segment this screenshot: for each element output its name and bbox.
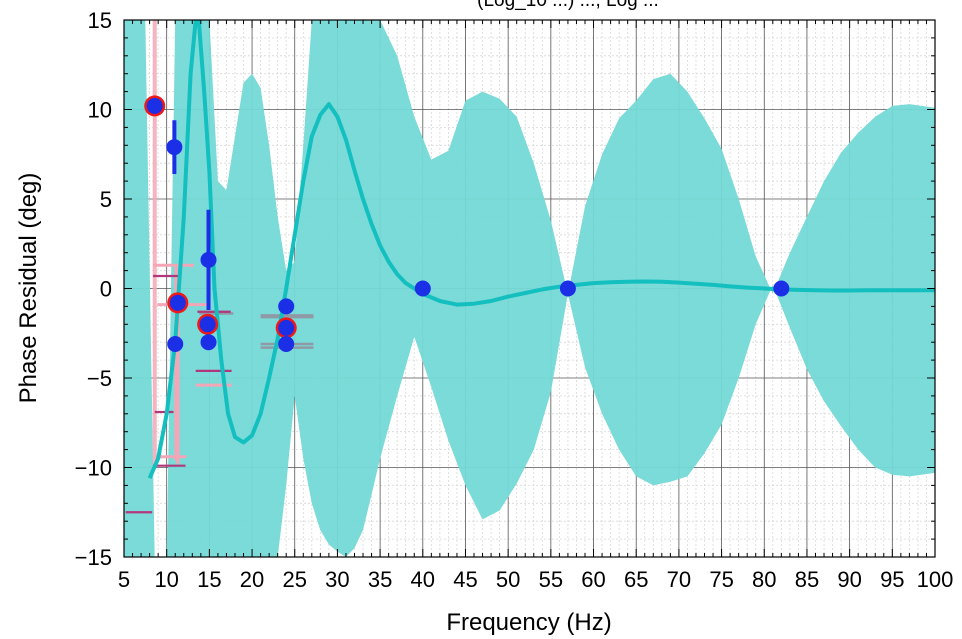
x-tick-label: 90 (837, 567, 861, 592)
x-tick-label: 85 (795, 567, 819, 592)
data-point (559, 280, 576, 297)
x-tick-label: 50 (496, 567, 520, 592)
y-tick-label: −15 (75, 545, 112, 570)
data-point (278, 319, 295, 336)
x-tick-label: 80 (752, 567, 776, 592)
x-tick-label: 25 (282, 567, 306, 592)
x-tick-label: 35 (368, 567, 392, 592)
x-tick-labels: 5 10 15 20 25 30 35 40 45 50 55 60 65 70 75 80 85 90 95 100 (118, 567, 953, 592)
y-tick-label: −10 (75, 456, 112, 481)
x-axis-title: Frequency (Hz) (446, 609, 611, 636)
x-tick-label: 20 (240, 567, 264, 592)
x-tick-label: 70 (667, 567, 691, 592)
data-point (278, 298, 295, 315)
x-tick-label: 75 (709, 567, 733, 592)
median-curve (147, 20, 935, 479)
y-tick-label: 0 (100, 277, 112, 302)
band-area (124, 20, 935, 557)
data-point (414, 280, 431, 297)
data-point (200, 334, 217, 351)
data-point (166, 139, 183, 156)
y-tick-label: 15 (88, 8, 112, 33)
data-point (199, 316, 216, 333)
data-point (200, 251, 217, 268)
x-tick-label: 60 (581, 567, 605, 592)
data-point (773, 280, 790, 297)
data-point (169, 294, 186, 311)
x-tick-label: 30 (325, 567, 349, 592)
data-points (144, 95, 790, 352)
uncertainty-band (124, 20, 935, 557)
x-tick-label: 100 (917, 567, 954, 592)
x-tick-label: 55 (539, 567, 563, 592)
x-tick-label: 10 (154, 567, 178, 592)
median-line (147, 20, 935, 479)
chart-title: (Log_10 ...) ..., Log ... (477, 0, 659, 11)
x-tick-label: 15 (197, 567, 221, 592)
data-point (167, 335, 184, 352)
x-tick-label: 95 (880, 567, 904, 592)
data-point (146, 97, 163, 114)
x-tick-label: 5 (118, 567, 130, 592)
y-axis-title: Phase Residual (deg) (15, 173, 42, 404)
x-tick-label: 45 (453, 567, 477, 592)
y-tick-label: 5 (100, 187, 112, 212)
data-point (278, 335, 295, 352)
x-tick-label: 40 (411, 567, 435, 592)
y-tick-label: −5 (87, 366, 112, 391)
y-tick-labels: −15 −10 −5 0 5 10 15 (75, 8, 112, 570)
x-tick-label: 65 (624, 567, 648, 592)
axis-ticks (123, 19, 936, 558)
y-tick-label: 10 (88, 98, 112, 123)
